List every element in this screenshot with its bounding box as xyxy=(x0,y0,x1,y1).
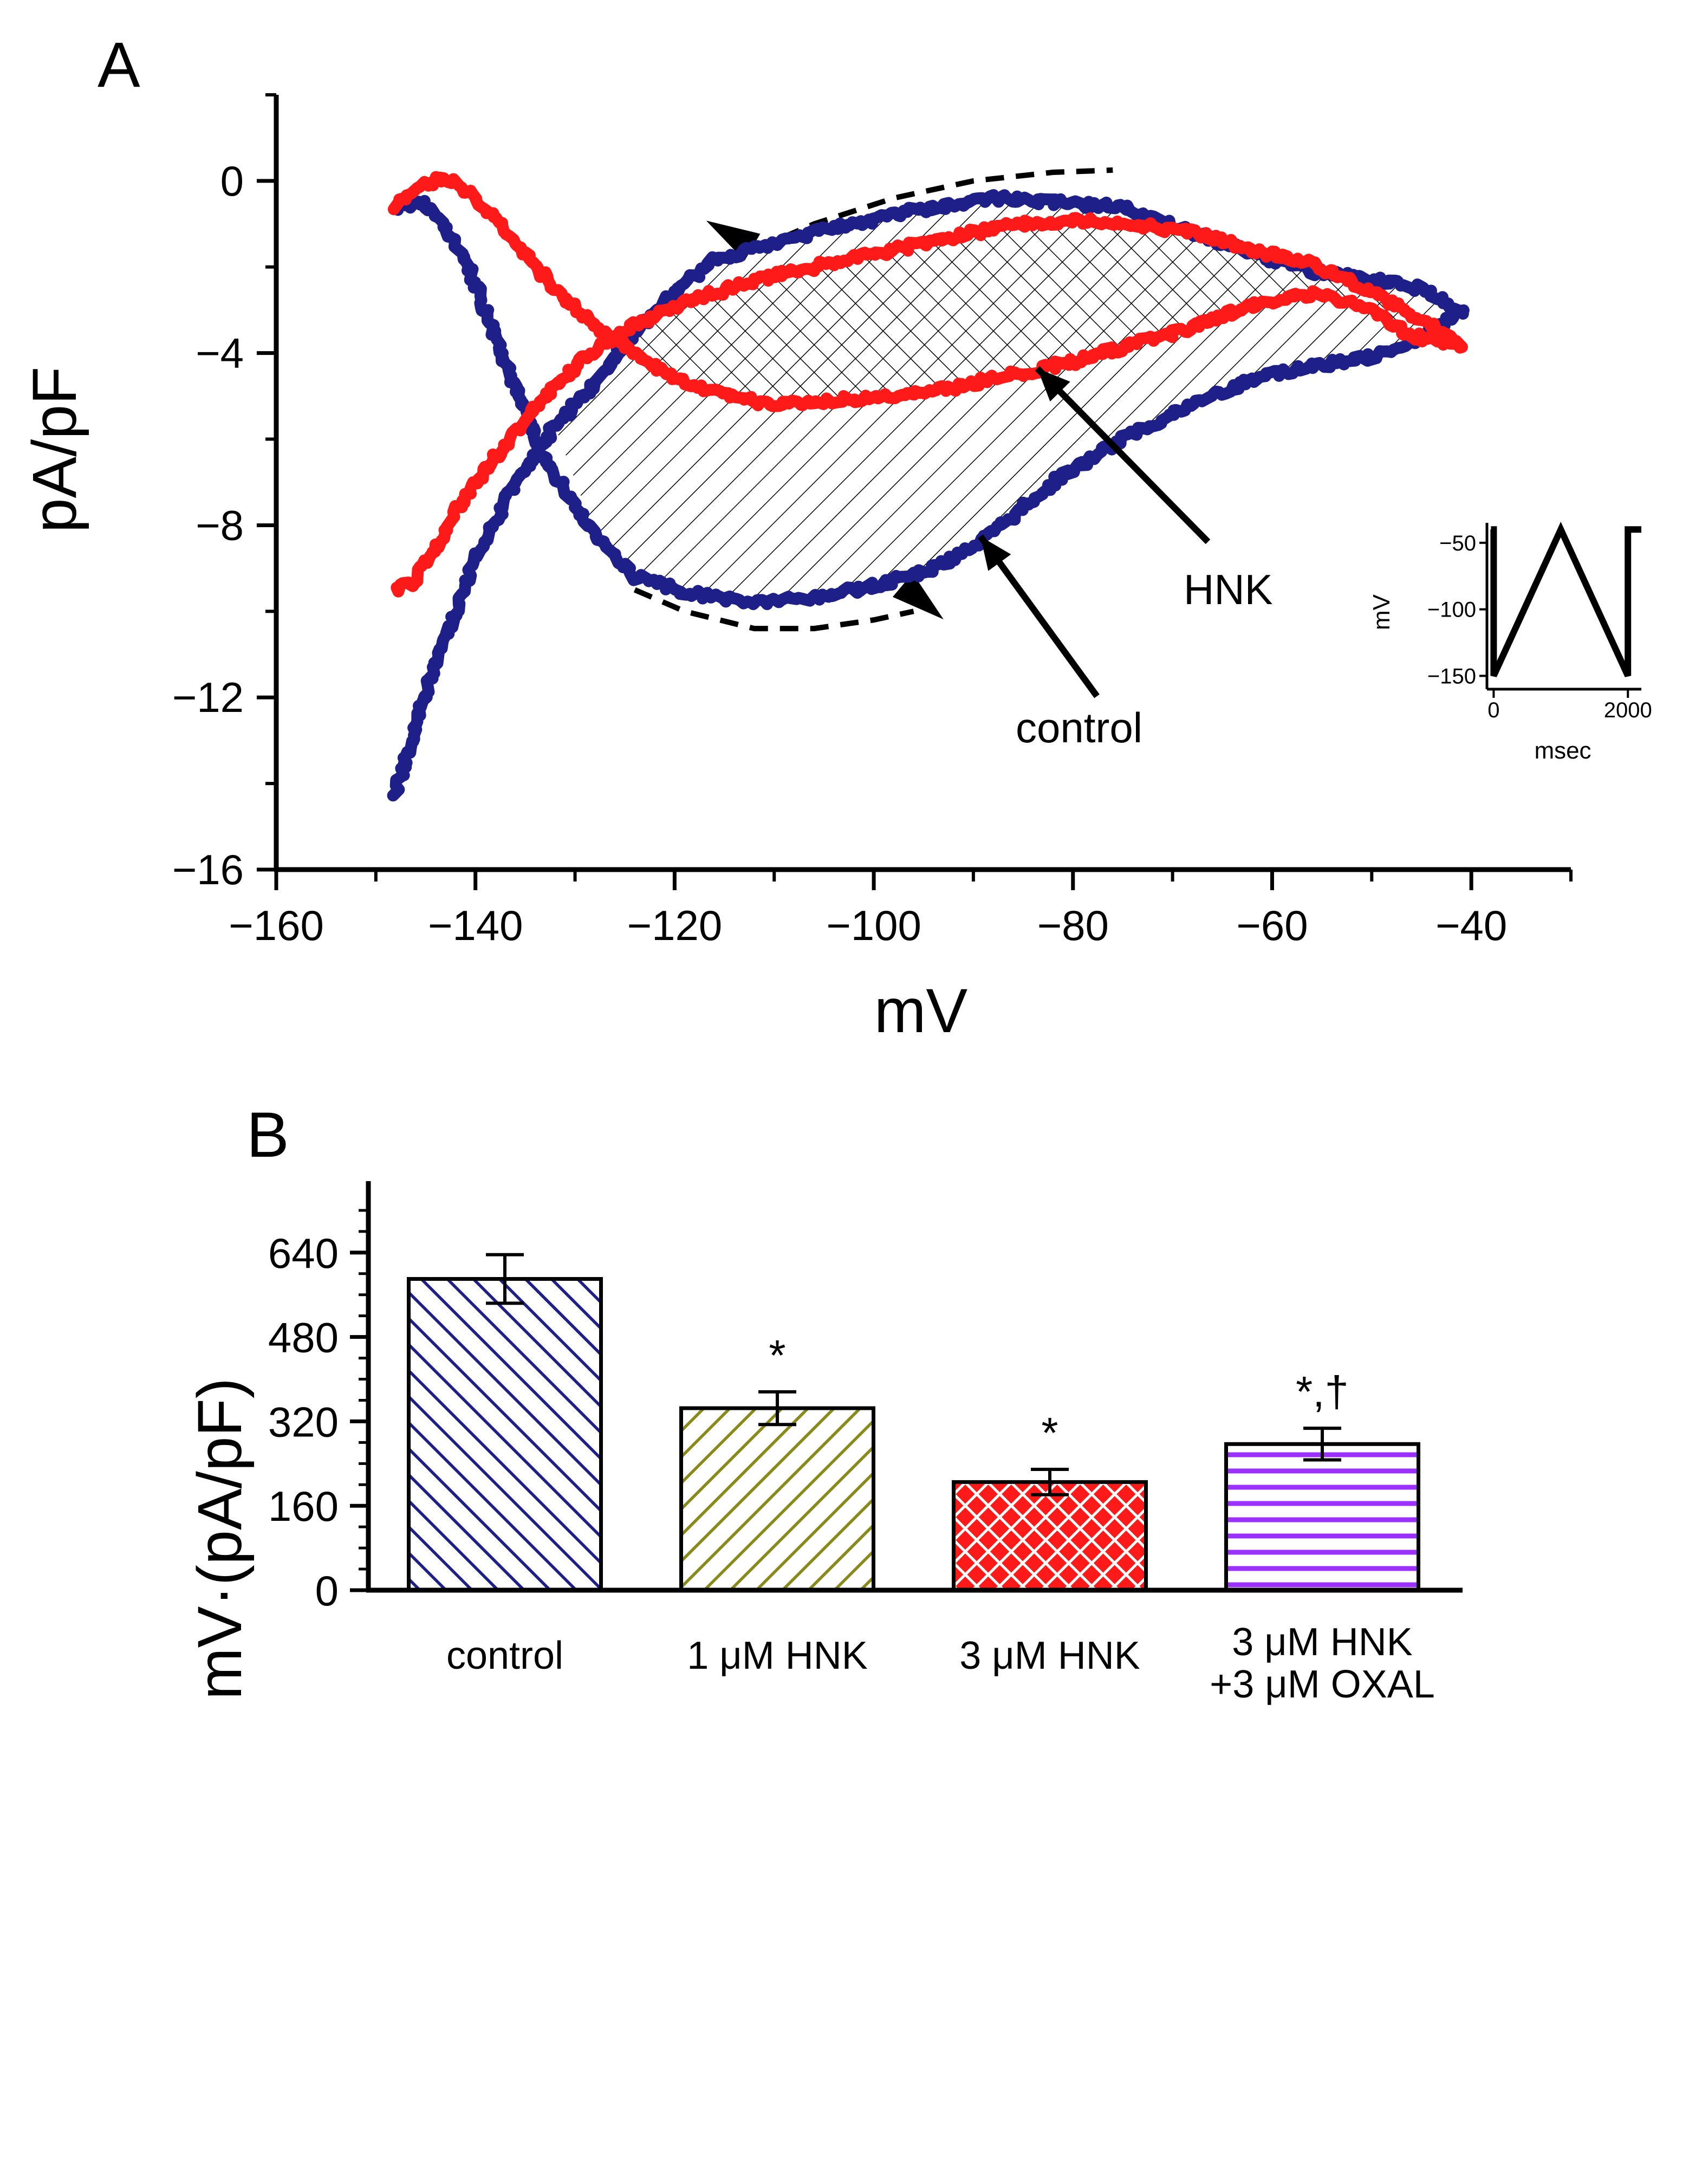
annotation-hnk: HNK xyxy=(1184,566,1273,613)
x-tick-label: −120 xyxy=(627,902,723,949)
trace-annotations: HNK control xyxy=(978,366,1273,751)
inset-x-tick-label: 2000 xyxy=(1604,698,1652,722)
panel-b-label: B xyxy=(246,1099,289,1171)
inset-waveform xyxy=(1490,521,1641,677)
significance-marker: *,† xyxy=(1296,1368,1349,1416)
category-label: control xyxy=(446,1634,563,1677)
category-labels: control 1 μM HNK 3 μM HNK 3 μM HNK+3 μM OXA… xyxy=(446,1621,1435,1706)
loop-area-shading xyxy=(555,198,1461,603)
panel-a: A −160 −140 −120 −100 −80 −60 −40 −16 −12 −8 −4 0 … xyxy=(20,29,1652,1046)
bar-4 xyxy=(1224,1442,1420,1592)
y-tick-label: 160 xyxy=(268,1482,339,1530)
inset-y-axis-title: mV xyxy=(1368,594,1395,630)
panel-a-y-axis-title: pA/pF xyxy=(20,367,89,533)
y-tick-label: 0 xyxy=(220,157,244,205)
significance-marker: * xyxy=(1041,1409,1058,1457)
y-tick-label: 640 xyxy=(268,1229,339,1277)
annotation-hnk-arrow-shaft xyxy=(1035,366,1211,545)
y-tick-label: 0 xyxy=(315,1567,339,1615)
x-tick-label: −100 xyxy=(826,902,921,949)
inset-x-axis-title: msec xyxy=(1534,737,1591,764)
bar-1 xyxy=(407,1277,603,1592)
lower-direction-arrowhead xyxy=(892,573,944,620)
trace-hnk-descending xyxy=(387,171,1466,412)
category-label: +3 μM OXAL xyxy=(1210,1663,1435,1706)
significance-marker: * xyxy=(769,1331,785,1379)
x-tick-label: −140 xyxy=(428,902,523,949)
bar-3 xyxy=(952,1480,1148,1592)
panel-b-y-axis-title: mV·(pA/pF) xyxy=(185,1378,255,1700)
category-label: 3 μM HNK xyxy=(959,1634,1140,1677)
lower-direction-guide xyxy=(633,587,914,632)
panel-a-x-ticks: −160 −140 −120 −100 −80 −60 −40 xyxy=(229,870,1573,949)
bar-series xyxy=(407,1277,1420,1592)
trace-control-descending xyxy=(391,195,1470,611)
panel-a-label: A xyxy=(98,29,140,101)
panel-a-x-axis-title: mV xyxy=(874,976,968,1046)
inset-y-tick-label: −150 xyxy=(1427,664,1476,688)
x-tick-label: −60 xyxy=(1236,902,1308,949)
inset-y-ticks: −150 −100 −50 xyxy=(1427,532,1487,688)
inset-axes xyxy=(1485,523,1641,691)
panel-b-axes xyxy=(366,1181,1463,1593)
inset-x-tick-label: 0 xyxy=(1487,698,1499,722)
category-label: 3 μM HNK xyxy=(1232,1621,1413,1664)
bar-2 xyxy=(679,1406,875,1592)
panel-b-y-ticks: 0 160 320 480 640 xyxy=(268,1209,368,1615)
annotation-control-arrow-shaft xyxy=(978,534,1100,698)
y-tick-label: −16 xyxy=(172,846,244,893)
panel-a-axes xyxy=(274,95,1571,872)
inset-y-tick-label: −100 xyxy=(1427,598,1476,622)
y-tick-label: −8 xyxy=(196,501,244,549)
voltage-protocol-inset: 0 2000 −150 −100 −50 msec mV xyxy=(1368,521,1652,764)
y-tick-label: −12 xyxy=(172,673,244,721)
panel-a-y-ticks: −16 −12 −8 −4 0 xyxy=(172,93,276,893)
iv-traces xyxy=(387,171,1470,802)
annotation-control: control xyxy=(1016,704,1142,751)
y-tick-label: 320 xyxy=(268,1398,339,1446)
annotation-control-arrow-head xyxy=(980,536,1011,571)
error-bars xyxy=(486,1253,1341,1496)
panel-b: B * * *,† 0 160 320 480 640 control 1 μM HNK 3 μ… xyxy=(185,1099,1463,1706)
annotation-hnk-arrow-head xyxy=(1037,368,1070,401)
x-tick-label: −80 xyxy=(1037,902,1109,949)
category-label: 1 μM HNK xyxy=(687,1634,868,1677)
upper-direction-guide xyxy=(753,167,1113,252)
inset-y-tick-label: −50 xyxy=(1439,532,1476,555)
x-tick-label: −160 xyxy=(229,902,324,949)
y-tick-label: −4 xyxy=(196,329,244,377)
y-tick-label: 480 xyxy=(268,1314,339,1362)
x-tick-label: −40 xyxy=(1435,902,1507,949)
inset-x-ticks: 0 2000 xyxy=(1487,689,1652,722)
trace-hnk-ascending xyxy=(391,212,1468,598)
significance-markers: * * *,† xyxy=(769,1331,1349,1457)
